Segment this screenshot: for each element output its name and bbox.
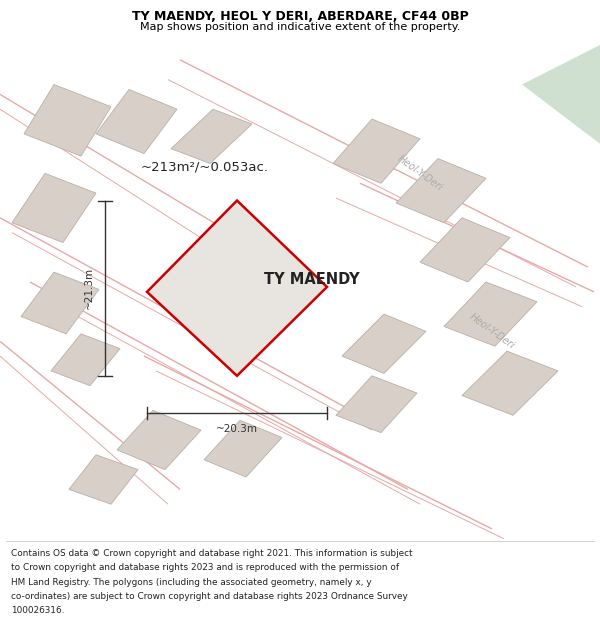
Polygon shape	[522, 45, 600, 144]
Polygon shape	[24, 84, 111, 156]
Text: ~20.3m: ~20.3m	[216, 424, 258, 434]
Text: Map shows position and indicative extent of the property.: Map shows position and indicative extent…	[140, 21, 460, 31]
Text: co-ordinates) are subject to Crown copyright and database rights 2023 Ordnance S: co-ordinates) are subject to Crown copyr…	[11, 592, 407, 601]
Polygon shape	[12, 173, 96, 242]
Text: to Crown copyright and database rights 2023 and is reproduced with the permissio: to Crown copyright and database rights 2…	[11, 563, 399, 572]
Text: Heol-Y-Deri: Heol-Y-Deri	[395, 154, 445, 193]
Polygon shape	[69, 455, 138, 504]
Text: HM Land Registry. The polygons (including the associated geometry, namely x, y: HM Land Registry. The polygons (includin…	[11, 578, 371, 586]
Text: TY MAENDY: TY MAENDY	[264, 272, 360, 287]
Polygon shape	[51, 334, 120, 386]
Polygon shape	[117, 411, 201, 469]
Polygon shape	[336, 376, 417, 432]
Polygon shape	[96, 89, 177, 154]
Polygon shape	[147, 201, 327, 376]
Polygon shape	[444, 282, 537, 346]
Polygon shape	[420, 217, 510, 282]
Text: Heol-Y-Deri: Heol-Y-Deri	[467, 312, 517, 351]
Polygon shape	[204, 420, 282, 477]
Polygon shape	[342, 314, 426, 373]
Polygon shape	[171, 109, 252, 164]
Text: ~21.3m: ~21.3m	[84, 267, 94, 309]
Polygon shape	[462, 351, 558, 415]
Text: Contains OS data © Crown copyright and database right 2021. This information is : Contains OS data © Crown copyright and d…	[11, 549, 412, 558]
Text: 100026316.: 100026316.	[11, 606, 64, 615]
Polygon shape	[396, 159, 486, 222]
Text: TY MAENDY, HEOL Y DERI, ABERDARE, CF44 0BP: TY MAENDY, HEOL Y DERI, ABERDARE, CF44 0…	[131, 10, 469, 23]
Polygon shape	[333, 119, 420, 183]
Polygon shape	[21, 272, 99, 334]
Text: ~213m²/~0.053ac.: ~213m²/~0.053ac.	[141, 161, 269, 173]
